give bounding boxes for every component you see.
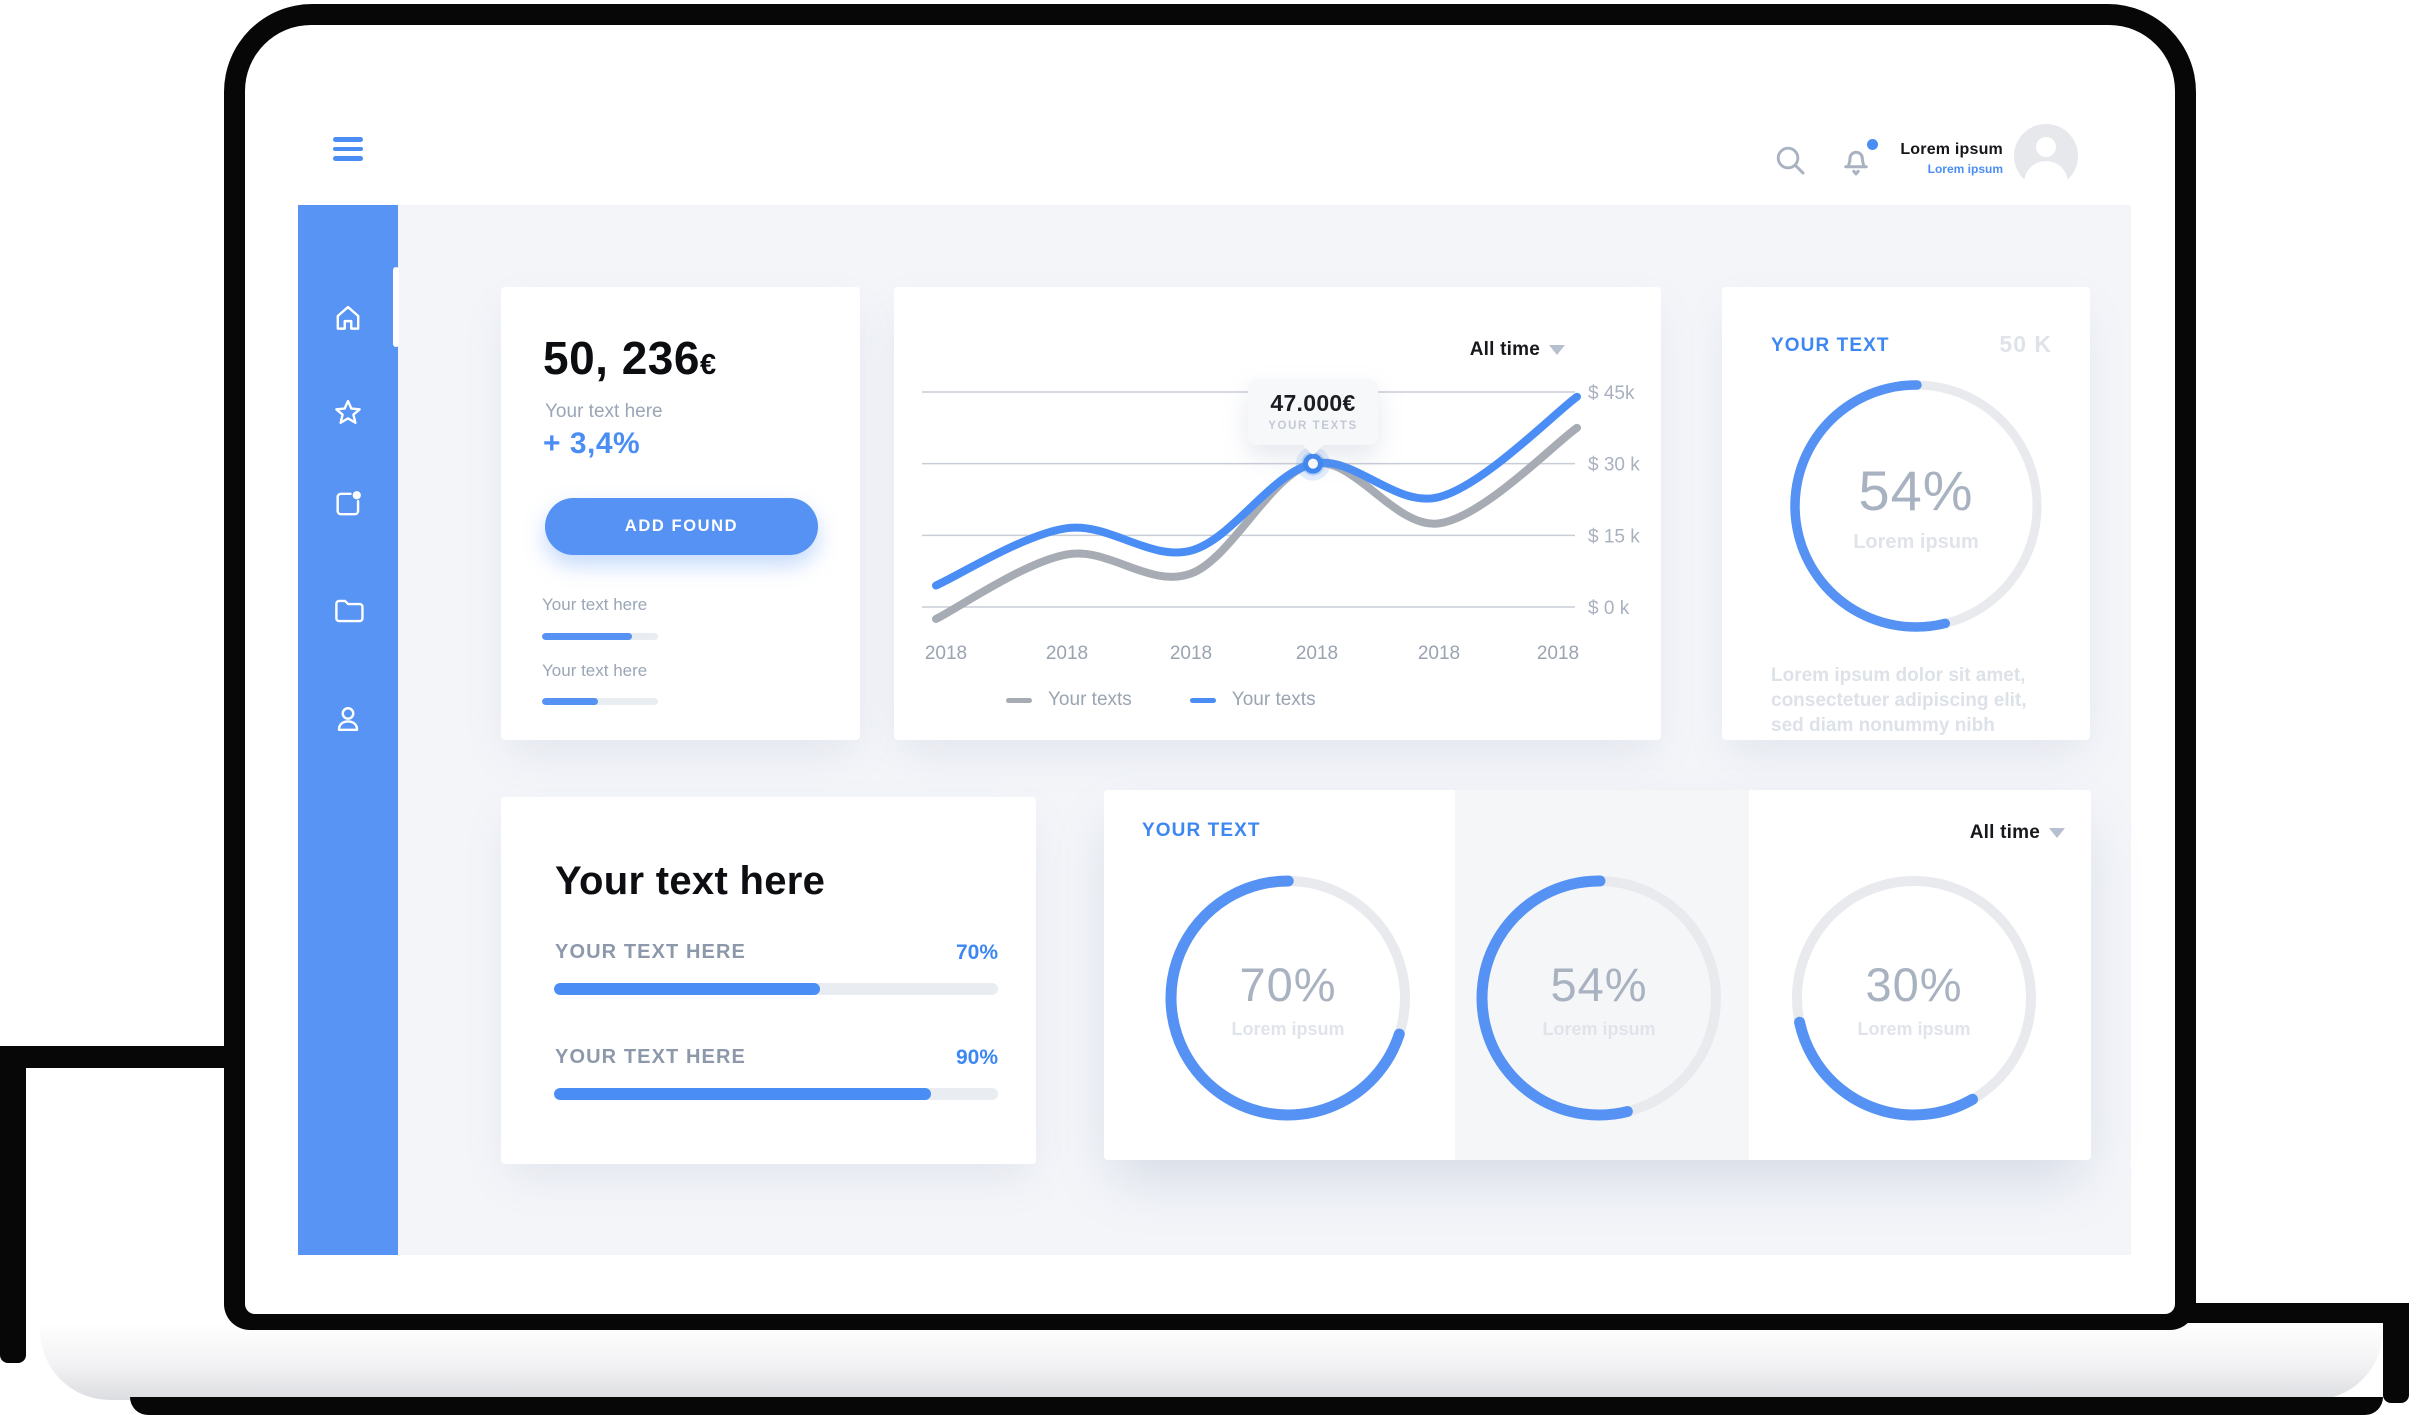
tooltip-label: YOUR TEXTS [1268, 419, 1358, 432]
mini-bar-label: Your text here [542, 595, 648, 614]
mini-progress-bar [542, 698, 658, 705]
laptop-bezel: Lorem ipsum Lorem ipsum [224, 4, 2196, 1330]
delta-badge: + 3,4% [543, 427, 641, 460]
time-filter-label: All time [1969, 822, 2040, 843]
dashboard-screen: Lorem ipsum Lorem ipsum [245, 25, 2175, 1314]
line-chart: $ 45k $ 30 k $ 15 k $ 0 k 2018 2018 2018 2018 20… [922, 383, 1640, 664]
menu-icon[interactable] [333, 137, 363, 166]
folder-icon [335, 599, 364, 623]
sidebar-item-home[interactable] [331, 301, 365, 335]
stats-card: 50, 236€ Your text here + 3,4% ADD FOUND… [501, 287, 860, 740]
donut-percent: 30% [1865, 957, 1963, 1011]
legend-item: Your texts [1006, 689, 1132, 711]
svg-text:2018: 2018 [925, 643, 967, 664]
svg-text:2018: 2018 [1296, 643, 1338, 664]
max-value-badge: 50 K [1999, 331, 2052, 357]
amount-caption: Your text here [545, 401, 663, 422]
time-filter-dropdown[interactable]: All time [1470, 339, 1565, 361]
donut-sublabel: Lorem ipsum [1857, 1018, 1971, 1039]
svg-text:2018: 2018 [1537, 643, 1579, 664]
sidebar-item-exports[interactable] [331, 487, 365, 521]
chart-legend: Your texts Your texts [1006, 689, 1316, 711]
chart-tooltip: 47.000€ YOUR TEXTS [1248, 378, 1378, 445]
legend-swatch-blue [1189, 697, 1216, 703]
svg-text:2018: 2018 [1418, 643, 1460, 664]
svg-text:$ 45k: $ 45k [1588, 383, 1635, 404]
notifications-bell-icon[interactable] [1837, 137, 1881, 185]
middle-panel-shade [1455, 790, 1749, 1160]
laptop-base-right-side [2383, 1303, 2409, 1403]
legend-swatch-gray [1006, 697, 1032, 703]
total-amount: 50, 236€ [543, 332, 717, 384]
laptop-base-left-side [0, 1046, 26, 1363]
user-icon [337, 707, 359, 731]
svg-text:$ 0 k: $ 0 k [1588, 598, 1630, 619]
donut-percent: 54% [1550, 957, 1648, 1011]
star-icon [335, 399, 361, 424]
sidebar-item-favorites[interactable] [331, 396, 365, 430]
gauge-percent: 54% [1858, 459, 1974, 522]
sidebar-item-profile[interactable] [331, 702, 365, 736]
export-icon [336, 491, 361, 516]
search-icon[interactable] [1773, 143, 1807, 177]
progress-percent: 90% [955, 1046, 998, 1069]
card-description: Lorem ipsum dolor sit amet, consectetuer… [1771, 665, 2027, 737]
card-title: Your text here [555, 859, 826, 903]
laptop-base-edge [130, 1397, 2383, 1415]
svg-text:$ 15 k: $ 15 k [1588, 526, 1640, 547]
currency-symbol: € [699, 349, 717, 381]
user-role: Lorem ipsum [1927, 162, 2003, 176]
add-found-button[interactable]: ADD FOUND [545, 498, 818, 555]
user-name: Lorem ipsum [1900, 141, 2003, 158]
gauge-ring [1790, 380, 2042, 632]
donut-sublabel: Lorem ipsum [1231, 1018, 1345, 1039]
progress-label: YOUR TEXT HERE [555, 941, 746, 963]
legend-item: Your texts [1189, 689, 1316, 711]
card-title: YOUR TEXT [1771, 335, 1890, 356]
svg-text:$ 30 k: $ 30 k [1588, 455, 1640, 476]
sidebar-item-files[interactable] [331, 593, 365, 627]
donuts-card: YOUR TEXT All time 70% Lorem ipsum 54% L… [1104, 790, 2091, 1160]
chevron-down-icon [1549, 345, 1565, 355]
mini-progress-bar [542, 633, 658, 640]
progress-label: YOUR TEXT HERE [555, 1046, 746, 1068]
svg-text:2018: 2018 [1170, 643, 1212, 664]
donut-percent: 70% [1239, 957, 1337, 1011]
progress-bar [554, 1088, 998, 1100]
kpi-donut: 70% Lorem ipsum [1163, 873, 1413, 1123]
notification-dot [1867, 139, 1878, 150]
laptop-base-left-arm [0, 1046, 230, 1068]
donut-sublabel: Lorem ipsum [1542, 1018, 1656, 1039]
mini-bar-label: Your text here [542, 661, 648, 680]
gauge-card: YOUR TEXT 50 K 54% Lorem ipsum Lorem ips… [1722, 287, 2090, 740]
line-chart-card: All time $ 45k $ 30 k $ 15 k $ 0 k 2018 2018 2… [894, 287, 1661, 740]
avatar[interactable] [2014, 124, 2078, 188]
laptop-base [40, 1323, 2383, 1400]
time-filter-dropdown[interactable]: All time [1970, 822, 2065, 844]
time-filter-label: All time [1469, 339, 1540, 360]
progress-card: Your text here YOUR TEXT HERE 70% YOUR T… [501, 797, 1036, 1164]
gauge-sublabel: Lorem ipsum [1853, 531, 1979, 553]
home-icon [336, 305, 360, 330]
user-menu[interactable]: Lorem ipsum Lorem ipsum [1843, 141, 2003, 176]
chevron-down-icon [2049, 828, 2065, 838]
gauge-center: 54% Lorem ipsum [1786, 376, 2046, 636]
tooltip-value: 47.000€ [1270, 389, 1356, 416]
progress-percent: 70% [955, 941, 998, 964]
sidebar [298, 205, 399, 1255]
kpi-donut: 30% Lorem ipsum [1789, 873, 2039, 1123]
kpi-donut: 54% Lorem ipsum [1474, 873, 1724, 1123]
card-title: YOUR TEXT [1142, 820, 1261, 841]
progress-bar [554, 983, 998, 995]
svg-text:2018: 2018 [1046, 643, 1088, 664]
active-item-indicator [393, 267, 399, 347]
laptop-base-right-arm [2178, 1303, 2409, 1325]
